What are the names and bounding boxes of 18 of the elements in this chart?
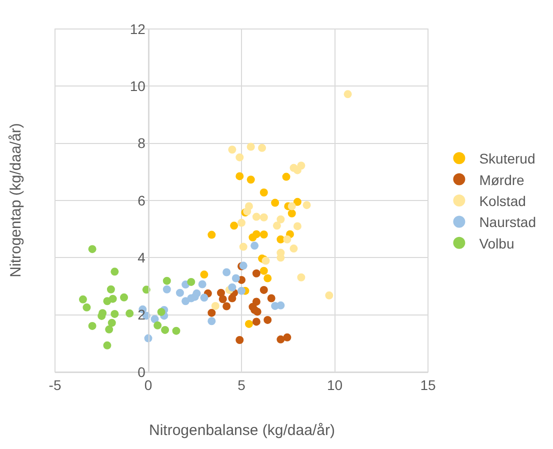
y-tick-label: 8 [138, 135, 146, 152]
legend-label: Skuterud [479, 150, 536, 167]
legend-label: Kolstad [479, 192, 526, 209]
x-axis-title: Nitrogenbalanse (kg/daa/år) [149, 422, 335, 439]
y-tick-label: 12 [130, 20, 146, 37]
x-tick-label: 15 [420, 376, 436, 393]
y-tick-label: 0 [138, 364, 146, 380]
y-tick-label: 10 [130, 78, 146, 94]
x-tick-label: 5 [238, 376, 246, 393]
legend-label: Naurstad [479, 214, 536, 230]
x-tick-label: 10 [326, 376, 343, 393]
y-tick-label: 2 [138, 306, 146, 323]
legend-label: Volbu [479, 235, 514, 252]
y-axis-title: Nitrogentap (kg/daa/år) [7, 123, 24, 278]
y-tick-label: 4 [138, 250, 146, 266]
legend-label: Mørdre [479, 172, 525, 188]
x-tick-label: -5 [48, 376, 62, 393]
y-tick-label: 6 [138, 192, 146, 208]
